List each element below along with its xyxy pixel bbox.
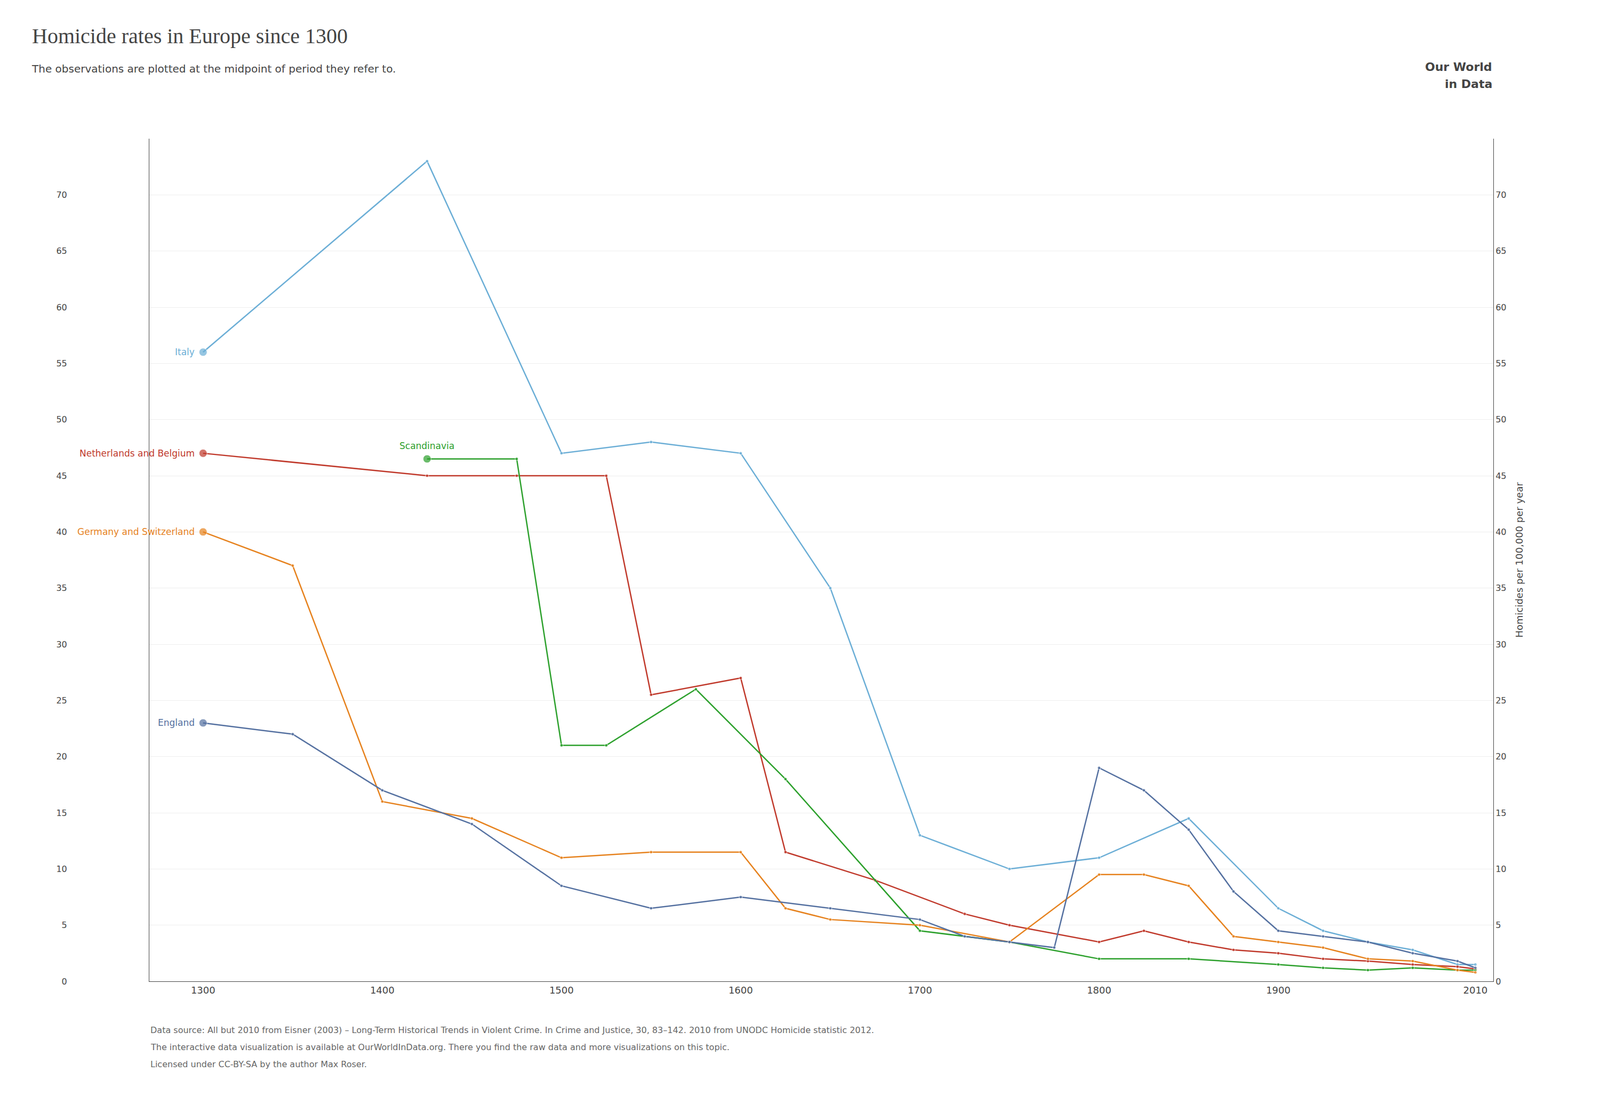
svg-text:1300: 1300 (190, 984, 216, 996)
svg-text:Italy: Italy (174, 346, 195, 358)
svg-text:2010: 2010 (1462, 984, 1488, 996)
svg-text:Licensed under CC-BY-SA by the: Licensed under CC-BY-SA by the author Ma… (150, 1059, 367, 1070)
svg-text:65: 65 (1495, 245, 1507, 256)
svg-text:55: 55 (56, 358, 67, 369)
svg-text:55: 55 (1495, 358, 1507, 369)
svg-text:0: 0 (61, 976, 68, 987)
svg-text:1400: 1400 (370, 984, 395, 996)
svg-text:65: 65 (56, 245, 67, 256)
svg-text:70: 70 (1495, 189, 1507, 200)
svg-text:60: 60 (1495, 302, 1507, 313)
svg-text:1500: 1500 (549, 984, 574, 996)
svg-text:The interactive data visualiza: The interactive data visualization is av… (150, 1042, 730, 1053)
svg-text:Homicides per 100,000 per year: Homicides per 100,000 per year (1513, 482, 1525, 638)
svg-text:50: 50 (1495, 414, 1507, 425)
svg-text:15: 15 (1495, 808, 1507, 819)
svg-text:5: 5 (1495, 920, 1501, 931)
svg-text:15: 15 (56, 808, 67, 819)
svg-text:20: 20 (56, 751, 67, 762)
svg-text:45: 45 (1495, 470, 1507, 482)
svg-text:70: 70 (56, 189, 67, 200)
svg-text:20: 20 (1495, 751, 1507, 762)
svg-text:1700: 1700 (907, 984, 933, 996)
svg-text:Germany and Switzerland: Germany and Switzerland (77, 526, 195, 538)
svg-text:35: 35 (56, 582, 67, 594)
svg-text:England: England (157, 717, 195, 728)
svg-text:40: 40 (1495, 526, 1507, 538)
svg-text:Netherlands and Belgium: Netherlands and Belgium (79, 448, 195, 459)
svg-text:10: 10 (1495, 864, 1507, 875)
svg-text:in Data: in Data (1444, 77, 1493, 91)
svg-text:Our World: Our World (1425, 60, 1493, 74)
svg-text:Homicide rates in Europe since: Homicide rates in Europe since 1300 (32, 24, 348, 48)
svg-text:0: 0 (1495, 976, 1501, 987)
svg-text:25: 25 (56, 695, 67, 706)
svg-text:50: 50 (56, 414, 67, 425)
svg-text:60: 60 (56, 302, 67, 313)
svg-text:45: 45 (56, 470, 67, 482)
svg-text:Scandinavia: Scandinavia (399, 440, 455, 452)
svg-text:25: 25 (1495, 695, 1507, 706)
svg-text:30: 30 (1495, 639, 1507, 650)
svg-text:1800: 1800 (1086, 984, 1112, 996)
svg-text:30: 30 (56, 639, 67, 650)
svg-text:35: 35 (1495, 582, 1507, 594)
svg-text:The observations are plotted a: The observations are plotted at the midp… (31, 62, 396, 76)
svg-text:1900: 1900 (1266, 984, 1291, 996)
svg-text:40: 40 (56, 526, 67, 538)
svg-text:1600: 1600 (728, 984, 754, 996)
svg-text:5: 5 (61, 920, 68, 931)
svg-text:Data source: All but 2010 from: Data source: All but 2010 from Eisner (2… (150, 1025, 875, 1036)
svg-text:10: 10 (56, 864, 67, 875)
